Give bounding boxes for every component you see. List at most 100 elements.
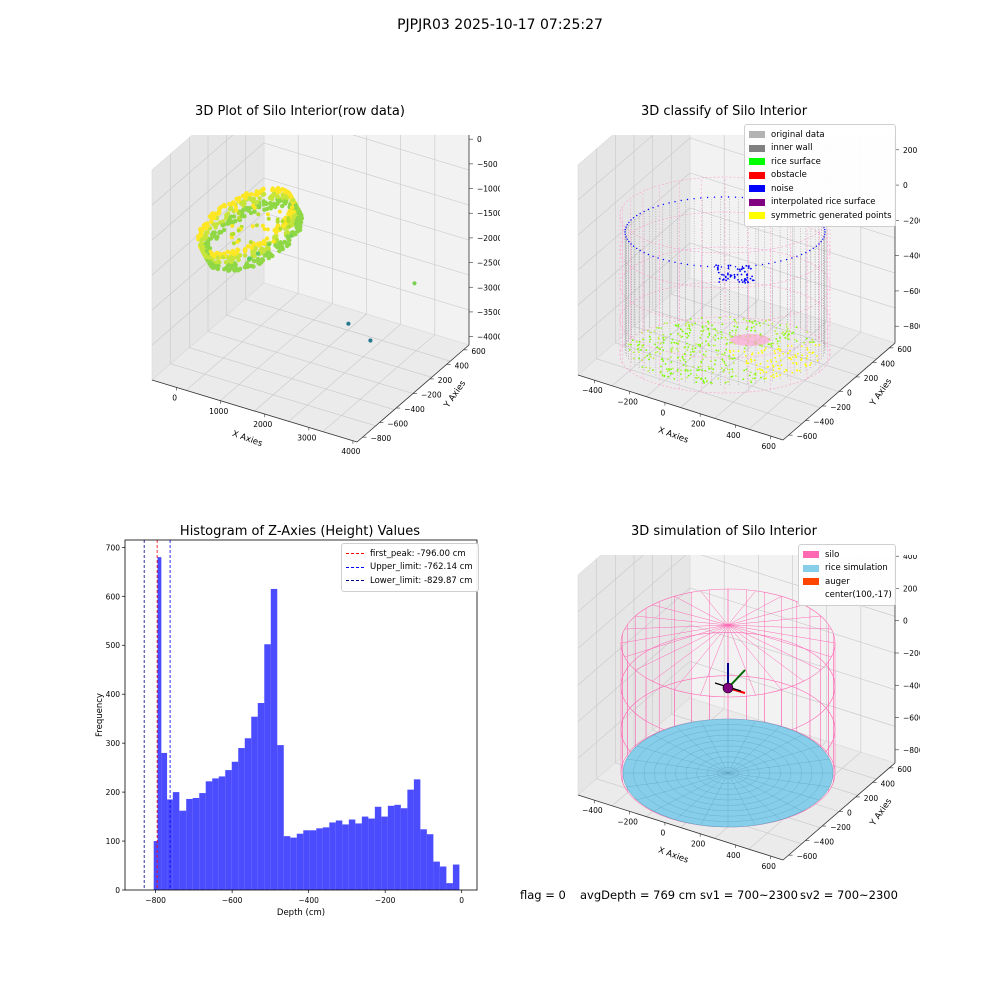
classify-z-tick-label: −400	[903, 252, 920, 261]
histogram-bar	[257, 703, 265, 890]
histogram-bar	[153, 841, 158, 890]
rice-point	[689, 318, 692, 320]
data-point	[275, 199, 281, 204]
rice-point	[748, 374, 751, 377]
noise-point	[624, 228, 626, 231]
rice-point	[688, 323, 690, 326]
rice-point	[735, 322, 738, 324]
mesh-spoke	[727, 772, 803, 812]
outlier-point	[255, 251, 261, 256]
status-sv1: sv1 = 700~2300	[700, 888, 798, 902]
rice-point	[657, 336, 660, 339]
rice-point	[689, 357, 691, 360]
rice-point	[750, 326, 753, 329]
rice-point	[772, 373, 775, 376]
data-point	[262, 227, 267, 232]
data-point	[256, 203, 261, 208]
rice-point	[776, 348, 779, 351]
rice-point	[791, 332, 793, 335]
data-point	[253, 192, 258, 197]
rice-point	[682, 359, 685, 361]
data-point	[237, 253, 243, 258]
classify-z-tick-label: −200	[903, 216, 920, 225]
rice-point	[656, 350, 659, 353]
mesh-spoke	[700, 772, 729, 826]
noise-point	[624, 231, 626, 233]
rice-point	[649, 367, 651, 369]
histogram-bar	[167, 799, 173, 890]
rice-point	[734, 320, 737, 323]
legend-item: original data	[749, 128, 891, 142]
data-point	[275, 217, 280, 222]
rice-point	[631, 339, 634, 342]
rice-point	[753, 359, 756, 362]
noise-point	[739, 270, 741, 272]
rice-point	[660, 370, 662, 372]
rice-point	[657, 327, 660, 329]
data-point	[285, 229, 290, 235]
rice-point	[768, 319, 770, 321]
sim-rice-mesh	[623, 719, 833, 827]
data-point	[199, 237, 205, 242]
noise-point	[741, 281, 744, 283]
rice-point	[689, 351, 692, 353]
rice-point	[679, 328, 682, 331]
rice-point	[729, 316, 731, 318]
figure-suptitle: PJPJR03 2025-10-17 07:25:27	[397, 17, 603, 33]
rice-point	[635, 341, 638, 343]
raw-y-tick-label: −200	[421, 391, 442, 400]
rice-point	[763, 349, 766, 351]
rice-point	[676, 348, 678, 350]
rice-point	[816, 359, 819, 362]
rice-point	[732, 350, 735, 352]
sim-z-tick-label: −200	[903, 649, 920, 658]
rice-point	[652, 369, 654, 372]
sim-x-tick-label: 0	[661, 829, 666, 838]
rice-point	[728, 349, 731, 352]
rice-point	[666, 322, 669, 325]
noise-point	[725, 279, 727, 282]
data-point	[266, 216, 271, 221]
legend-item: obstacle	[749, 169, 891, 183]
rice-point	[703, 382, 706, 384]
legend-label: original data	[771, 129, 825, 140]
rice-point	[681, 330, 684, 333]
rice-point	[638, 340, 641, 343]
rice-point	[759, 324, 762, 327]
rice-point	[782, 331, 784, 333]
data-point	[232, 252, 237, 257]
noise-point	[723, 274, 725, 276]
rice-point	[785, 331, 787, 333]
rice-point	[772, 342, 775, 345]
rice-point	[722, 353, 725, 356]
data-point	[293, 203, 298, 208]
noise-point	[630, 243, 632, 245]
data-point	[241, 199, 246, 204]
data-point	[244, 261, 250, 266]
rice-point	[669, 333, 672, 336]
classify-x-axis-line	[577, 374, 784, 441]
rice-point	[649, 338, 652, 341]
noise-point	[774, 261, 776, 263]
data-point	[237, 195, 242, 201]
noise-point	[818, 243, 820, 245]
noise-point	[647, 208, 650, 211]
rice-point	[816, 355, 818, 357]
data-point	[252, 258, 257, 264]
rice-point	[630, 343, 632, 346]
rice-point	[745, 368, 748, 371]
rice-point	[728, 368, 731, 371]
rice-point	[728, 371, 731, 374]
data-point	[249, 192, 254, 197]
noise-point	[747, 267, 750, 269]
outlier-point	[267, 242, 272, 247]
data-point	[217, 206, 222, 211]
roof-line	[727, 624, 782, 690]
data-point	[277, 241, 282, 246]
roof-line	[727, 624, 832, 658]
classify-y-tick-label: −600	[797, 432, 818, 441]
rice-point	[754, 374, 757, 377]
rice-point	[715, 349, 717, 352]
data-point	[230, 256, 236, 261]
roof-line	[620, 624, 729, 644]
